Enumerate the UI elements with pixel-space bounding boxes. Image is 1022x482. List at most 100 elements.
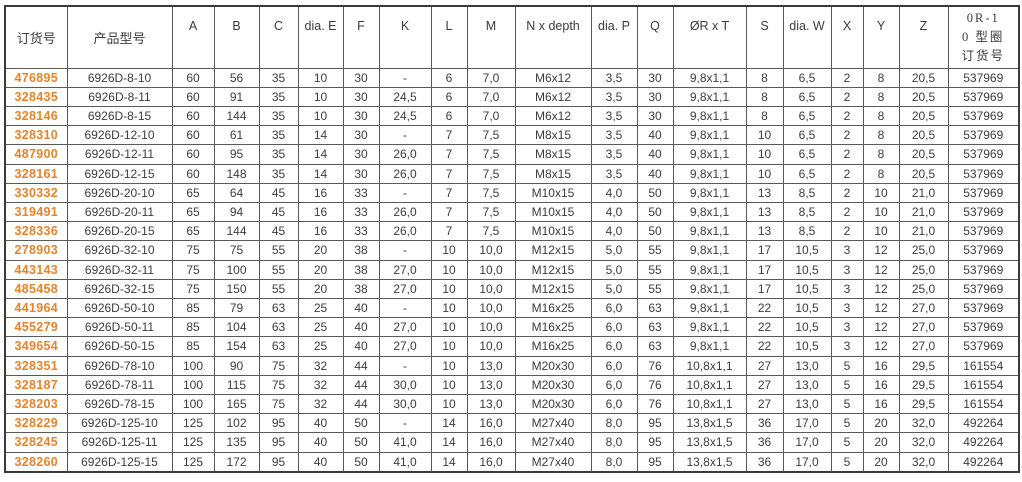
spec-cell: 17,0 [782, 432, 832, 453]
table-row: 328336 6926D-20-15 65 144 45 16 33 26,0 7 7,5 M10x… [4, 221, 1020, 242]
spec-cell: 135 [213, 432, 260, 453]
column-header-product-type: 产品型号 [66, 5, 173, 69]
spec-cell: 2 [830, 67, 864, 88]
product-type-cell: 6926D-12-15 [66, 163, 173, 184]
column-header-a: A [171, 5, 215, 69]
spec-cell: 4,0 [590, 221, 638, 242]
product-type-cell: 6926D-125-10 [66, 413, 173, 434]
spec-cell: 27,0 [378, 278, 432, 299]
spec-cell: 7,5 [466, 182, 516, 203]
spec-cell: 2 [830, 182, 864, 203]
product-type-cell: 6926D-8-10 [66, 67, 173, 88]
spec-cell: 94 [213, 201, 260, 223]
table-row: 278903 6926D-32-10 75 75 55 20 38-10 10,0 M12x15… [4, 240, 1020, 261]
spec-cell: 20 [297, 259, 344, 280]
spec-cell: M12x15 [514, 240, 592, 261]
spec-cell: 9,8x1,1 [672, 336, 747, 357]
spec-cell: 10,8x1,1 [672, 393, 747, 415]
order-number-cell: 328351 [4, 355, 68, 376]
spec-cell: 32 [297, 393, 344, 415]
spec-cell: 12 [862, 317, 900, 338]
column-header-k: K [378, 5, 432, 69]
spec-cell: 537969 [947, 297, 1020, 319]
table-row: 349654 6926D-50-15 85 154 63 25 40 27,0 10 10,0 M1… [4, 336, 1020, 357]
order-number-cell: 455279 [4, 317, 68, 338]
spec-cell: 125 [171, 413, 215, 434]
table-row: 328310 6926D-12-10 60 61 35 14 30-7 7,5 M8x15 3,5… [4, 125, 1020, 146]
spec-cell: 6,0 [590, 355, 638, 376]
spec-cell: 50 [636, 182, 674, 203]
spec-cell: 75 [171, 259, 215, 280]
table-row: 328260 6926D-125-15 125 172 95 40 50 41,0 14 16,0… [4, 451, 1020, 473]
spec-cell: 75 [258, 393, 299, 415]
spec-cell: - [378, 297, 432, 319]
spec-cell: 20,5 [898, 67, 949, 88]
spec-cell: 9,8x1,1 [672, 297, 747, 319]
spec-cell: 8,0 [590, 432, 638, 453]
spec-cell: 36 [745, 413, 784, 434]
spec-cell: 6,0 [590, 393, 638, 415]
spec-cell: 38 [342, 278, 380, 299]
spec-cell: 20 [862, 413, 900, 434]
spec-cell: 8 [745, 86, 784, 107]
spec-cell: M27x40 [514, 413, 592, 434]
spec-cell: 13,8x1,5 [672, 413, 747, 434]
column-header-r-x-t: ØR x T [672, 5, 747, 69]
spec-cell: 3 [830, 240, 864, 261]
spec-cell: - [378, 413, 432, 434]
spec-cell: 14 [297, 163, 344, 184]
spec-cell: 13,8x1,5 [672, 451, 747, 473]
spec-cell: 6 [430, 86, 468, 107]
spec-cell: 45 [258, 201, 299, 223]
spec-cell: 6,0 [590, 317, 638, 338]
spec-cell: 537969 [947, 201, 1020, 223]
table-body: 476895 6926D-8-10 60 56 35 10 30-6 7,0 M6x12 3,5 3… [4, 67, 1020, 473]
spec-cell: 9,8x1,1 [672, 259, 747, 280]
table-row: 328435 6926D-8-11 60 91 35 10 30 24,5 6 7,0 M6x12 3… [4, 86, 1020, 107]
spec-cell: 13,0 [466, 355, 516, 376]
spec-cell: 10 [430, 240, 468, 261]
spec-cell: 9,8x1,1 [672, 163, 747, 184]
table-row: 455279 6926D-50-11 85 104 63 25 40 27,0 10 10,0 M1… [4, 317, 1020, 338]
spec-cell: 100 [213, 259, 260, 280]
spec-cell: M16x25 [514, 336, 592, 357]
spec-cell: 3 [830, 259, 864, 280]
spec-cell: 10,8x1,1 [672, 355, 747, 376]
spec-cell: 95 [636, 451, 674, 473]
spec-cell: 3,5 [590, 105, 638, 127]
spec-cell: 17,0 [782, 451, 832, 473]
order-number-cell: 328146 [4, 105, 68, 127]
table-row: 328351 6926D-78-10 100 90 75 32 44-10 13,0 M20x3… [4, 355, 1020, 376]
spec-cell: 20,5 [898, 86, 949, 107]
spec-cell: M20x30 [514, 355, 592, 376]
spec-cell: 8,0 [590, 451, 638, 473]
spec-cell: 10,0 [466, 278, 516, 299]
spec-cell: - [378, 182, 432, 203]
spec-cell: 40 [636, 125, 674, 146]
spec-cell: 13,8x1,5 [672, 432, 747, 453]
spec-cell: 55 [258, 278, 299, 299]
spec-cell: 4,0 [590, 201, 638, 223]
spec-cell: 10 [430, 374, 468, 395]
spec-cell: 10,0 [466, 240, 516, 261]
spec-cell: 100 [171, 374, 215, 395]
spec-cell: 33 [342, 201, 380, 223]
spec-cell: 35 [258, 86, 299, 107]
spec-cell: 6,5 [782, 105, 832, 127]
spec-cell: 5 [830, 432, 864, 453]
spec-cell: 10 [862, 221, 900, 242]
spec-cell: 7 [430, 182, 468, 203]
spec-cell: 95 [213, 144, 260, 165]
spec-cell: 20,5 [898, 105, 949, 127]
spec-cell: M27x40 [514, 451, 592, 473]
spec-cell: 24,5 [378, 86, 432, 107]
spec-cell: M27x40 [514, 432, 592, 453]
spec-cell: 60 [171, 67, 215, 88]
spec-cell: 492264 [947, 432, 1020, 453]
spec-cell: 7 [430, 201, 468, 223]
spec-cell: 40 [297, 451, 344, 473]
spec-cell: 165 [213, 393, 260, 415]
spec-cell: 8,5 [782, 221, 832, 242]
order-number-cell: 278903 [4, 240, 68, 261]
spec-cell: 25 [297, 297, 344, 319]
